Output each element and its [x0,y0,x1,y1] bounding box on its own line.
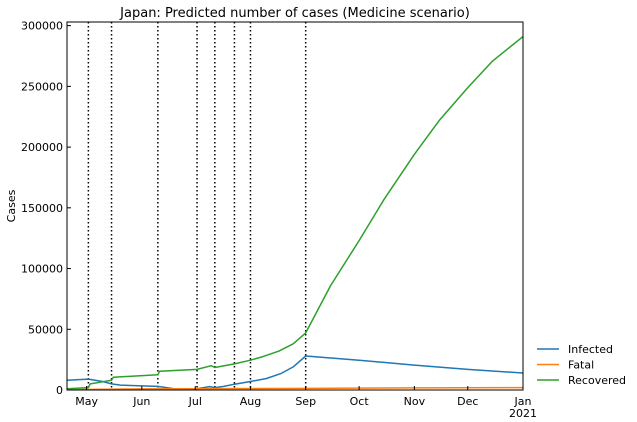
series-line-infected [66,355,524,390]
y-tick-label: 300000 [21,20,63,33]
series-line-fatal [66,386,524,391]
chart-title: Japan: Predicted number of cases (Medici… [119,6,470,21]
x-tick-label: Aug [240,395,261,408]
y-tick-label: 0 [56,384,63,397]
y-tick-label: 250000 [21,80,63,93]
x-tick-label: Oct [350,395,370,408]
series-line-recovered [66,36,524,390]
x-tick-label: Jan [514,395,532,408]
x-tick-label: Nov [404,395,426,408]
x-tick-label: May [75,395,98,408]
y-tick-label: 200000 [21,141,63,154]
x-tick-label: Dec [457,395,478,408]
legend-label-recovered: Recovered [568,374,626,387]
x-tick-label: Jun [132,395,150,408]
y-tick-label: 50000 [28,323,63,336]
axes-frame [66,21,524,391]
x-tick-label: Sep [295,395,316,408]
plot-area: 0 50000 100000 150000 200000 250000 300000 May J… [21,20,537,420]
legend-label-infected: Infected [568,343,613,356]
y-tick-label: 100000 [21,263,63,276]
x-tick-label: Jul [188,395,202,408]
x-year-label: 2021 [509,407,537,420]
y-tick-label: 150000 [21,202,63,215]
legend-label-fatal: Fatal [568,359,594,372]
legend: Infected Fatal Recovered [537,343,626,387]
y-axis-label: Cases [5,189,18,222]
